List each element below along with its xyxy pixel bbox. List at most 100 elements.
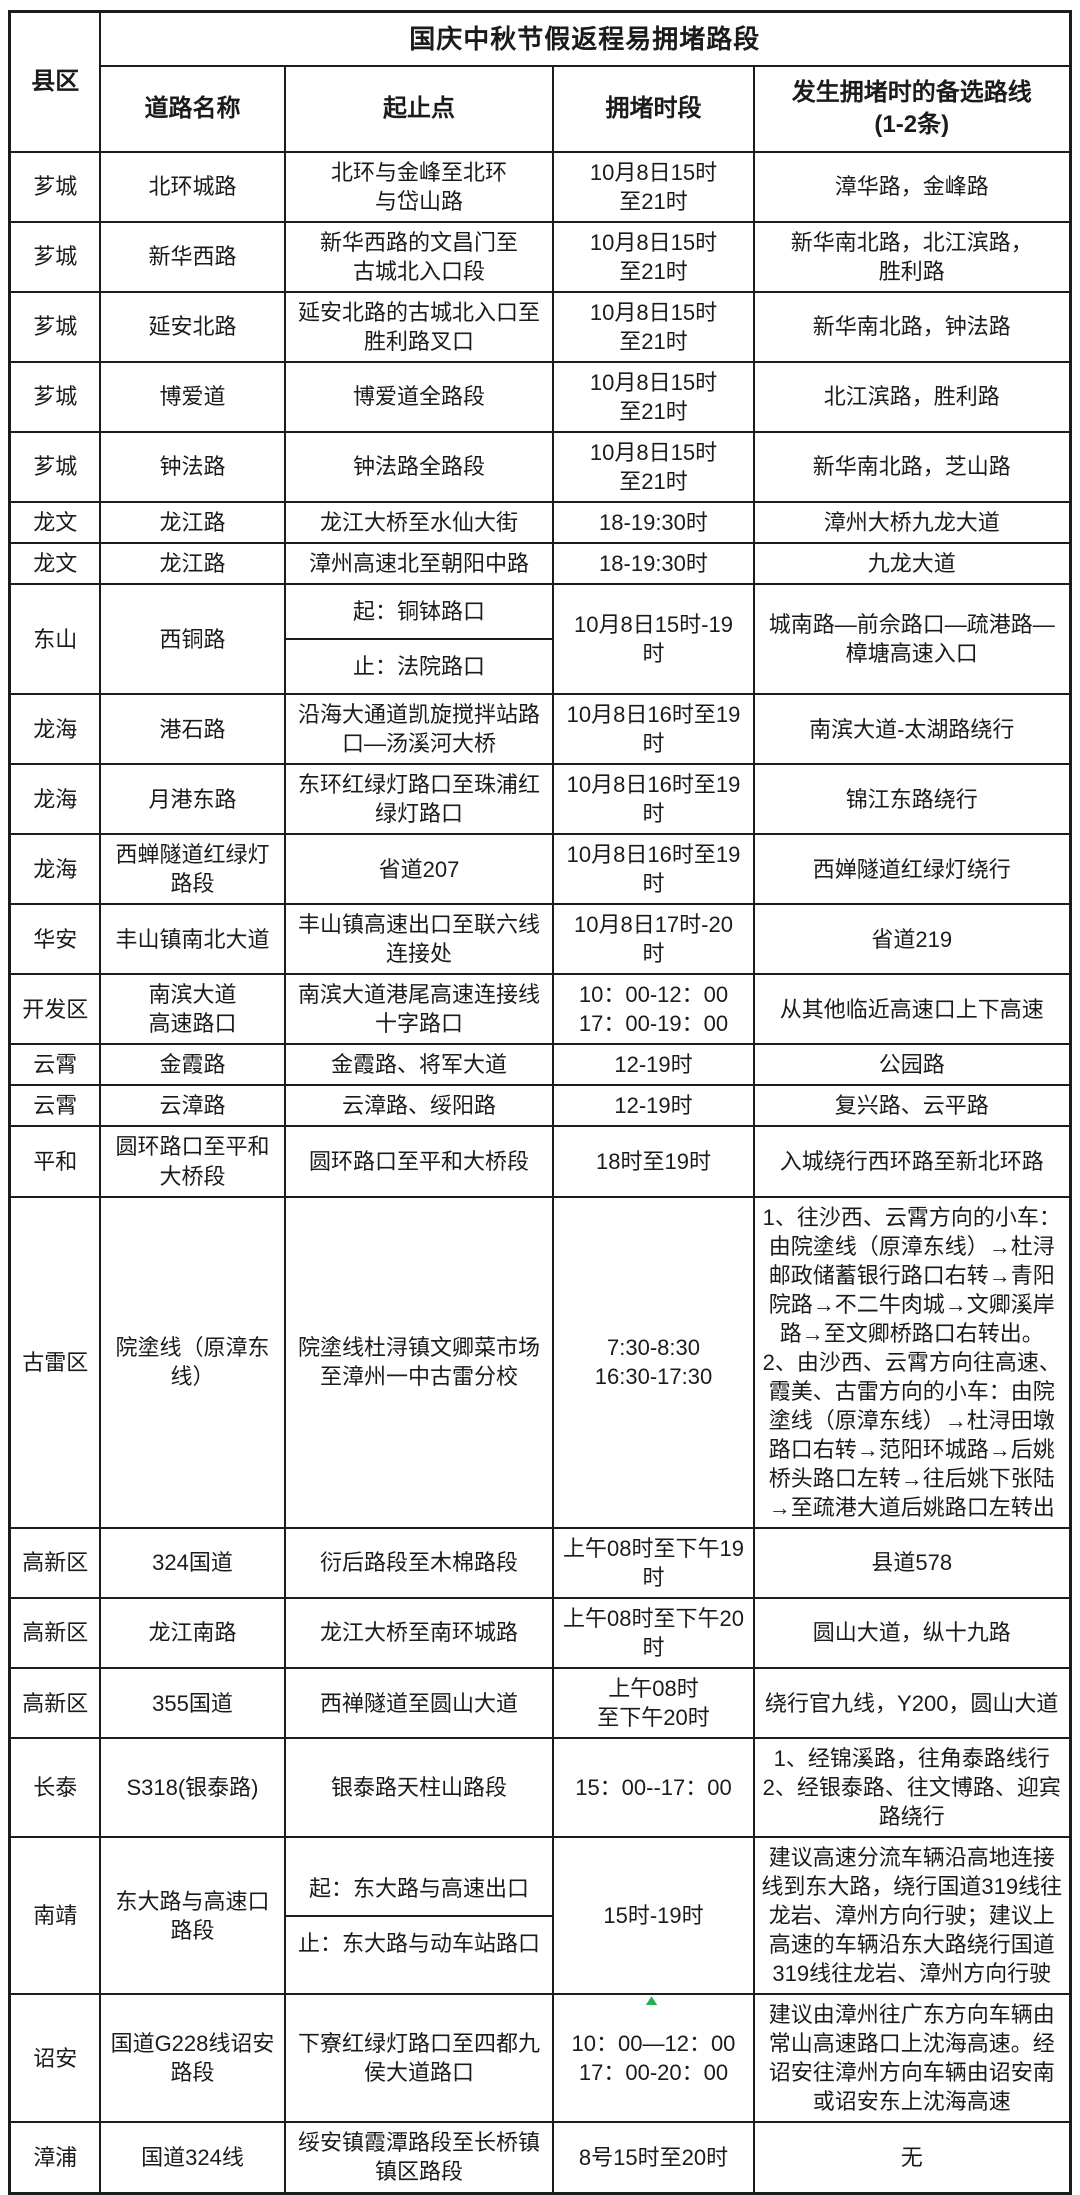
county-cell: 龙文 bbox=[8, 541, 101, 586]
table-row: 高新区 324国道 衍后路段至木棉路段 上午08时至下午19 时县道578 bbox=[8, 1526, 1072, 1599]
segment-cell: 漳州高速北至朝阳中路 bbox=[283, 541, 554, 586]
time-cell: 10：00-12：00 17：00-19：00 bbox=[551, 973, 755, 1046]
table-title: 国庆中秋节假返程易拥堵路段 bbox=[98, 10, 1072, 68]
alternative-route-cell: 入城绕行西环路至新北环路 bbox=[752, 1125, 1072, 1198]
county-column-header: 县区 bbox=[8, 10, 101, 153]
county-cell: 漳浦 bbox=[8, 2121, 101, 2194]
county-cell: 芗城 bbox=[8, 220, 101, 293]
alternative-route-cell: 公园路 bbox=[752, 1043, 1072, 1087]
time-cell: 10月8日15时-19 时 bbox=[551, 583, 755, 696]
time-column-header: 拥堵时段 bbox=[551, 65, 755, 153]
table-row: 南靖 东大路与高速口 路段 起：东大路与高速出口 止：东大路与动车站路口 15时-19时… bbox=[8, 1836, 1072, 1996]
alternative-route-cell: 1、经锦溪路，往角泰路线行 2、经银泰路、往文博路、迎宾 路绕行 bbox=[752, 1737, 1072, 1839]
segment-cell: 起：东大路与高速出口止：东大路与动车站路口 bbox=[283, 1836, 554, 1996]
road-column-header: 道路名称 bbox=[98, 65, 286, 153]
segment-cell: 北环与金峰至北环 与岱山路 bbox=[283, 150, 554, 223]
table-row: 古雷区 院塗线（原漳东 线） 院塗线杜浔镇文卿菜市场 至漳州一中古雷分校 7:30-8… bbox=[8, 1195, 1072, 1529]
table-header: 县区 国庆中秋节假返程易拥堵路段 道路名称 起止点 拥堵时段 发生拥堵时的备选路… bbox=[8, 10, 1072, 153]
time-cell: 10月8日15时 至21时 bbox=[551, 360, 755, 433]
road-name-cell: 南滨大道 高速路口 bbox=[98, 973, 286, 1046]
road-name-cell: 新华西路 bbox=[98, 220, 286, 293]
county-cell: 高新区 bbox=[8, 1666, 101, 1740]
time-cell: 18时至19时 bbox=[551, 1125, 755, 1198]
segment-cell: 云漳路、绥阳路 bbox=[283, 1084, 554, 1128]
time-cell: 10月8日17时-20 时 bbox=[551, 903, 755, 976]
segment-cell: 下寮红绿灯路口至四都九 侯大道路口 bbox=[283, 1993, 554, 2124]
time-cell: 10：00—12：00 17：00-20：00 bbox=[551, 1993, 755, 2124]
alternative-route-cell: 漳州大桥九龙大道 bbox=[752, 500, 1072, 545]
segment-subcell: 起：东大路与高速出口 bbox=[308, 1875, 529, 1901]
county-cell: 龙海 bbox=[8, 763, 101, 836]
time-cell: 10月8日15时 至21时 bbox=[551, 430, 755, 503]
time-cell: 上午08时至下午19 时 bbox=[551, 1526, 755, 1599]
alternative-route-cell: 复兴路、云平路 bbox=[752, 1084, 1072, 1128]
county-cell: 龙文 bbox=[8, 500, 101, 545]
alternative-route-cell: 漳华路，金峰路 bbox=[752, 150, 1072, 223]
segment-cell: 博爱道全路段 bbox=[283, 360, 554, 433]
alternative-route-cell: 建议由漳州往广东方向车辆由 常山高速路口上沈海高速。经 诏安往漳州方向车辆由诏安… bbox=[752, 1993, 1072, 2124]
segment-cell: 金霞路、将军大道 bbox=[283, 1043, 554, 1087]
segment-cell: 银泰路天柱山路段 bbox=[283, 1737, 554, 1839]
segment-cell: 省道207 bbox=[283, 833, 554, 906]
segment-cell: 东环红绿灯路口至珠浦红 绿灯路口 bbox=[283, 763, 554, 836]
road-name-cell: 324国道 bbox=[98, 1526, 286, 1599]
segment-cell: 龙江大桥至水仙大街 bbox=[283, 500, 554, 545]
county-cell: 诏安 bbox=[8, 1993, 101, 2124]
segment-cell: 绥安镇霞潭路段至长桥镇 镇区路段 bbox=[283, 2121, 554, 2194]
table-row: 诏安 国道G228线诏安 路段 下寮红绿灯路口至四都九 侯大道路口 10：00—12：… bbox=[8, 1993, 1072, 2124]
table-row: 长泰 S318(银泰路) 银泰路天柱山路段 15：00--17：00 1、经锦溪路，往角… bbox=[8, 1737, 1072, 1839]
county-cell: 古雷区 bbox=[8, 1195, 101, 1529]
alternative-route-cell: 1、往沙西、云霄方向的小车： 由院塗线（原漳东线）→杜浔 邮政储蓄银行路口右转→… bbox=[752, 1195, 1072, 1529]
column-header-row: 道路名称 起止点 拥堵时段 发生拥堵时的备选路线 (1-2条) bbox=[10, 65, 1072, 153]
road-name-cell: 金霞路 bbox=[98, 1043, 286, 1087]
segment-column-header: 起止点 bbox=[283, 65, 554, 153]
time-cell: 15时-19时 bbox=[551, 1836, 755, 1996]
road-name-cell: 东大路与高速口 路段 bbox=[98, 1836, 286, 1996]
county-cell: 云霄 bbox=[8, 1084, 101, 1128]
segment-cell: 衍后路段至木棉路段 bbox=[283, 1526, 554, 1599]
segment-cell: 丰山镇高速出口至联六线 连接处 bbox=[283, 903, 554, 976]
table-row: 东山 西铜路 起：铜钵路口 止：法院路口 10月8日15时-19 时城南路—前佘路口—疏… bbox=[8, 583, 1072, 696]
time-cell: 18-19:30时 bbox=[551, 500, 755, 545]
road-name-cell: 北环城路 bbox=[98, 150, 286, 223]
time-cell: 上午08时至下午20 时 bbox=[551, 1596, 755, 1670]
alternative-route-cell: 北江滨路，胜利路 bbox=[752, 360, 1072, 433]
county-cell: 芗城 bbox=[8, 290, 101, 363]
segment-cell: 南滨大道港尾高速连接线 十字路口 bbox=[283, 973, 554, 1046]
segment-cell: 起：铜钵路口 止：法院路口 bbox=[283, 583, 554, 696]
road-name-cell: 西蝉隧道红绿灯 路段 bbox=[98, 833, 286, 906]
segment-subcell: 止：法院路口 bbox=[285, 638, 552, 693]
segment-cell: 延安北路的古城北入口至 胜利路叉口 bbox=[283, 290, 554, 363]
alternative-route-cell: 省道219 bbox=[752, 903, 1072, 976]
alternative-route-cell: 圆山大道，纵十九路 bbox=[752, 1596, 1072, 1670]
county-cell: 芗城 bbox=[8, 150, 101, 223]
table-row: 云霄 云漳路 云漳路、绥阳路 12-19时 复兴路、云平路 bbox=[8, 1084, 1072, 1128]
table-row: 高新区 龙江南路 龙江大桥至南环城路 上午08时至下午20 时圆山大道，纵十九路 bbox=[8, 1596, 1072, 1670]
table-row: 开发区 南滨大道 高速路口 南滨大道港尾高速连接线 十字路口 10：00-12：00 … bbox=[8, 973, 1072, 1046]
alternative-route-cell: 新华南北路，钟法路 bbox=[752, 290, 1072, 363]
alternative-route-cell: 从其他临近高速口上下高速 bbox=[752, 973, 1072, 1046]
alternative-route-cell: 新华南北路，北江滨路， 胜利路 bbox=[752, 220, 1072, 293]
alternative-route-cell: 城南路—前佘路口—疏港路— 樟塘高速入口 bbox=[752, 583, 1072, 696]
time-cell: 12-19时 bbox=[551, 1084, 755, 1128]
county-cell: 龙海 bbox=[8, 693, 101, 766]
table-body: 芗城 北环城路 北环与金峰至北环 与岱山路 10月8日15时 至21时 漳华路，金峰路芗… bbox=[8, 150, 1072, 2194]
table-row: 芗城 博爱道 博爱道全路段 10月8日15时 至21时 北江滨路，胜利路 bbox=[8, 360, 1072, 433]
road-name-cell: S318(银泰路) bbox=[98, 1737, 286, 1839]
segment-cell: 钟法路全路段 bbox=[283, 430, 554, 503]
table-row: 芗城 钟法路 钟法路全路段 10月8日15时 至21时 新华南北路，芝山路 bbox=[8, 430, 1072, 503]
road-name-cell: 延安北路 bbox=[98, 290, 286, 363]
road-name-cell: 云漳路 bbox=[98, 1084, 286, 1128]
time-cell: 10月8日15时 至21时 bbox=[551, 220, 755, 293]
segment-cell: 新华西路的文昌门至 古城北入口段 bbox=[283, 220, 554, 293]
segment-split-wrap: 起：东大路与高速出口止：东大路与动车站路口 bbox=[285, 1862, 552, 1970]
county-cell: 平和 bbox=[8, 1125, 101, 1198]
segment-subcell: 止：东大路与动车站路口 bbox=[285, 1914, 552, 1970]
green-mark bbox=[645, 1996, 658, 2006]
county-cell: 开发区 bbox=[8, 973, 101, 1046]
road-name-cell: 西铜路 bbox=[98, 583, 286, 696]
time-cell: 10月8日16时至19 时 bbox=[551, 833, 755, 906]
congestion-table: 县区 国庆中秋节假返程易拥堵路段 道路名称 起止点 拥堵时段 发生拥堵时的备选路… bbox=[8, 10, 1072, 2195]
table-row: 漳浦 国道324线 绥安镇霞潭路段至长桥镇 镇区路段 8号15时至20时无 bbox=[8, 2121, 1072, 2194]
road-name-cell: 龙江南路 bbox=[98, 1596, 286, 1670]
